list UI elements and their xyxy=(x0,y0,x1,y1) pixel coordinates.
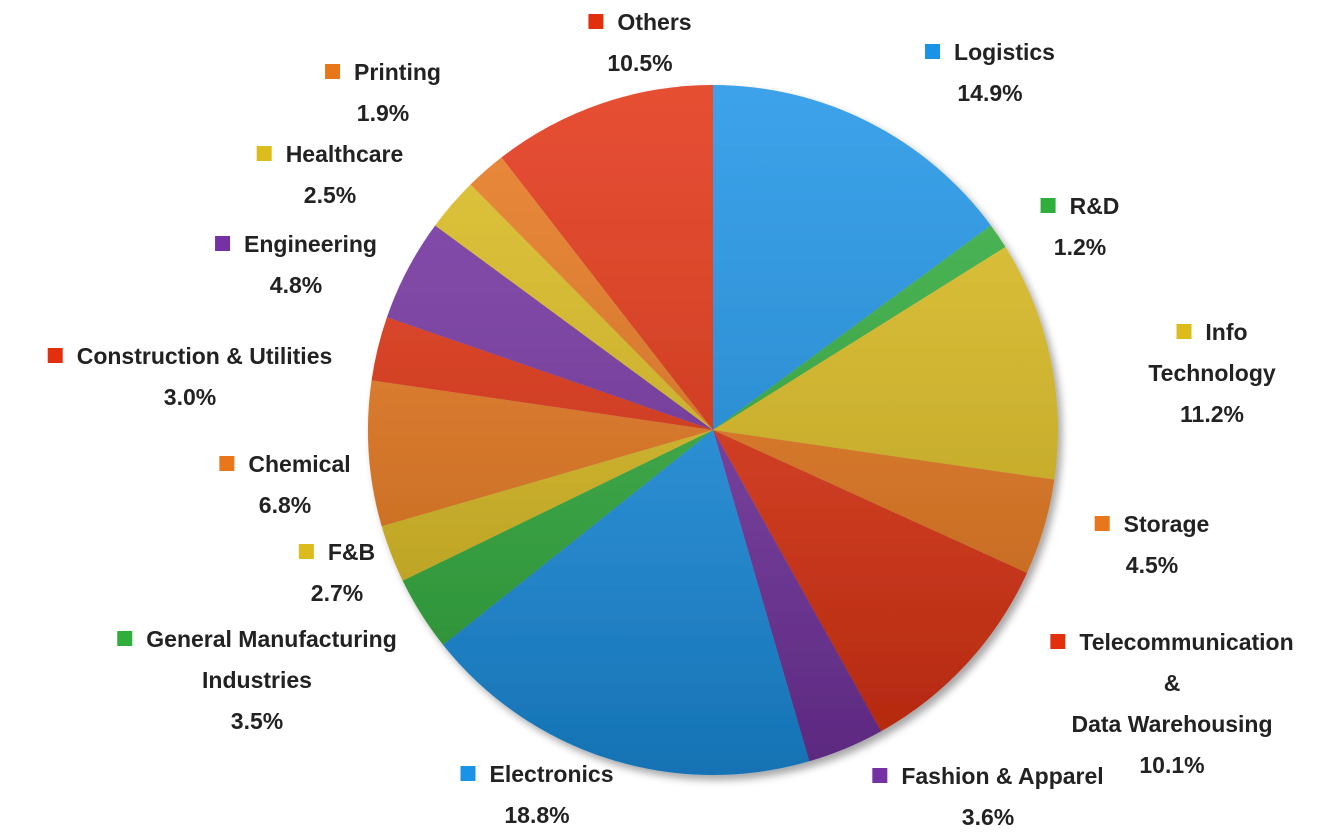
category-label: Telecommunication & Data Warehousing xyxy=(1071,629,1294,737)
legend-swatch xyxy=(1040,198,1056,213)
legend-swatch xyxy=(1050,634,1066,649)
value-label: 3.5% xyxy=(230,708,284,734)
category-label: Storage xyxy=(1123,511,1210,537)
slice-label: Healthcare 2.5% xyxy=(256,134,404,216)
legend-swatch xyxy=(325,64,341,79)
category-label: Info Technology xyxy=(1148,319,1276,386)
legend-swatch xyxy=(256,146,272,161)
legend-swatch xyxy=(1094,516,1110,531)
category-label: Engineering xyxy=(244,231,377,257)
slice-label: Electronics 18.8% xyxy=(460,754,614,833)
value-label: 1.9% xyxy=(356,100,410,126)
legend-swatch xyxy=(117,631,133,646)
slice-label: R&D 1.2% xyxy=(1040,186,1120,268)
legend-swatch xyxy=(215,236,231,251)
value-label: 18.8% xyxy=(504,802,570,828)
value-label: 10.5% xyxy=(607,50,673,76)
slice-label: Others 10.5% xyxy=(588,2,692,84)
category-label: Healthcare xyxy=(285,141,404,167)
category-label: Logistics xyxy=(954,39,1055,65)
slice-label: Construction & Utilities 3.0% xyxy=(47,336,333,418)
value-label: 4.8% xyxy=(269,272,323,298)
category-label: General Manufacturing Industries xyxy=(146,626,397,693)
slice-label: Telecommunication & Data Warehousing 10.1… xyxy=(1050,622,1294,786)
value-label: 10.1% xyxy=(1139,752,1205,778)
legend-swatch xyxy=(298,544,314,559)
value-label: 2.7% xyxy=(310,580,364,606)
legend-swatch xyxy=(47,348,63,363)
slice-label: Info Technology 11.2% xyxy=(1147,312,1278,435)
legend-swatch xyxy=(925,44,941,59)
legend-swatch xyxy=(460,766,476,781)
legend-swatch xyxy=(588,14,604,29)
category-label: F&B xyxy=(327,539,376,565)
value-label: 11.2% xyxy=(1180,401,1244,427)
slice-label: Logistics 14.9% xyxy=(925,32,1055,114)
pie xyxy=(367,85,1058,775)
value-label: 1.2% xyxy=(1053,234,1107,260)
slice-label: Engineering 4.8% xyxy=(215,224,377,306)
category-label: Printing xyxy=(354,59,441,85)
value-label: 3.0% xyxy=(163,384,217,410)
category-label: Chemical xyxy=(248,451,351,477)
slice-label: F&B 2.7% xyxy=(298,532,376,614)
legend-swatch xyxy=(1176,324,1192,339)
category-label: R&D xyxy=(1069,193,1120,219)
value-label: 6.8% xyxy=(258,492,312,518)
category-label: Construction & Utilities xyxy=(76,343,333,369)
slice-label: General Manufacturing Industries 3.5% xyxy=(117,619,397,742)
value-label: 14.9% xyxy=(957,80,1023,106)
category-label: Others xyxy=(617,9,692,35)
legend-swatch xyxy=(872,768,888,783)
slice-label: Printing 1.9% xyxy=(325,52,441,134)
value-label: 2.5% xyxy=(303,182,357,208)
slice-label: Storage 4.5% xyxy=(1094,504,1210,586)
value-label: 3.6% xyxy=(961,804,1015,830)
slice-label: Fashion & Apparel 3.6% xyxy=(872,756,1104,833)
value-label: 4.5% xyxy=(1125,552,1179,578)
category-label: Fashion & Apparel xyxy=(901,763,1104,789)
legend-swatch xyxy=(219,456,235,471)
slice-label: Chemical 6.8% xyxy=(219,444,351,526)
category-label: Electronics xyxy=(489,761,614,787)
